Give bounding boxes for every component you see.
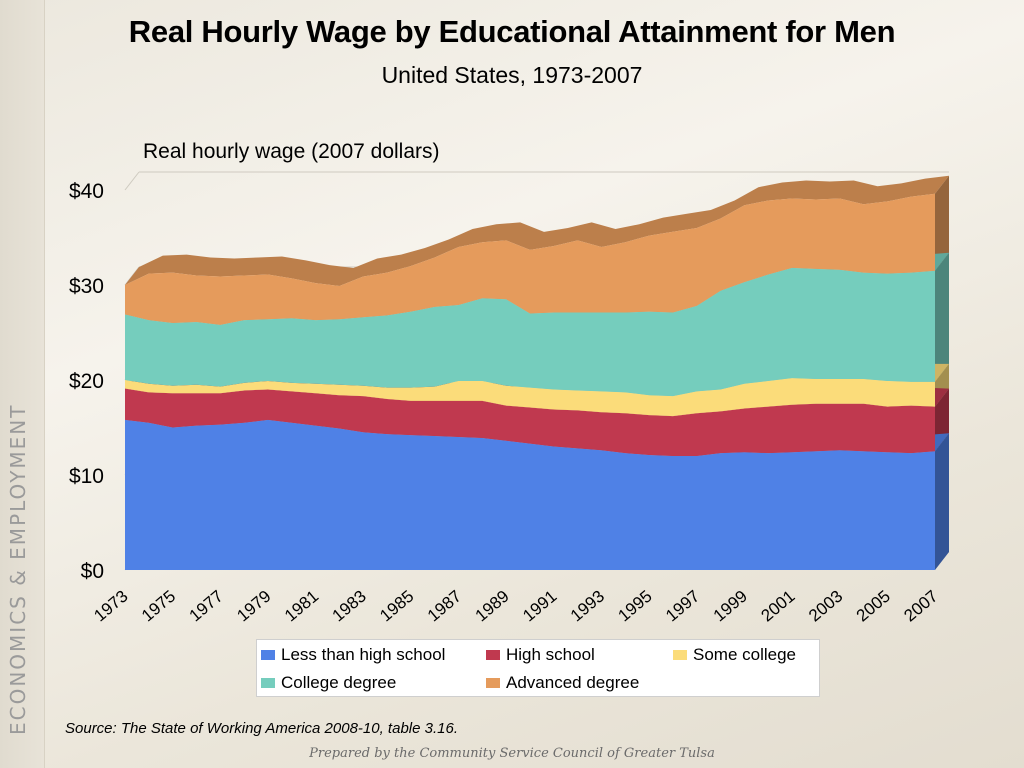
legend-label: Advanced degree <box>506 673 640 692</box>
legend-swatch <box>261 678 275 688</box>
y-tick-label: $40 <box>69 180 104 203</box>
x-tick-label: 2001 <box>757 587 798 626</box>
x-tick-label: 2005 <box>853 587 894 626</box>
chart-subtitle: United States, 1973-2007 <box>381 62 643 88</box>
x-tick-label: 1993 <box>567 587 608 626</box>
legend-item-high-school: High school <box>486 645 595 665</box>
gridline-depth <box>124 171 140 191</box>
area-less-than-high-school <box>125 419 935 570</box>
area-depth-advanced-degree <box>125 175 949 286</box>
legend-swatch <box>486 678 500 688</box>
area-some-college <box>125 378 935 417</box>
y-tick-label: $20 <box>69 370 104 393</box>
y-axis-label: Real hourly wage (2007 dollars) <box>143 140 440 163</box>
y-tick-label: $30 <box>69 275 104 298</box>
x-tick-label: 2003 <box>805 587 846 626</box>
area-advanced-degree <box>125 193 935 325</box>
legend-label: High school <box>506 645 595 664</box>
footer-credit: Prepared by the Community Service Counci… <box>309 746 715 761</box>
area-side-college-degree <box>935 252 949 382</box>
y-tick-label: $10 <box>69 465 104 488</box>
legend-swatch <box>486 650 500 660</box>
source-note: Source: The State of Working America 200… <box>65 720 458 737</box>
x-tick-label: 1983 <box>329 587 370 626</box>
x-tick-label: 1973 <box>90 587 131 626</box>
area-side-advanced-degree <box>935 175 949 271</box>
x-tick-label: 2007 <box>900 587 941 626</box>
legend-label: Some college <box>693 645 797 664</box>
legend-label: Less than high school <box>281 645 446 664</box>
x-tick-label: 1997 <box>662 587 703 626</box>
legend-swatch <box>673 650 687 660</box>
x-tick-label: 1975 <box>138 587 179 626</box>
x-tick-label: 1991 <box>519 587 560 626</box>
legend-item-less-than-high-school: Less than high school <box>261 645 445 665</box>
x-tick-label: 1979 <box>233 587 274 626</box>
area-high-school <box>125 388 935 456</box>
legend-item-college-degree: College degree <box>261 673 396 693</box>
area-side-less-than-high-school <box>935 433 949 570</box>
side-band <box>0 0 45 768</box>
chart-legend: Less than high school High school Some c… <box>256 639 820 697</box>
x-tick-label: 1995 <box>614 587 655 626</box>
x-tick-label: 1977 <box>186 587 227 626</box>
x-tick-label: 1985 <box>376 587 417 626</box>
area-college-degree <box>125 267 935 397</box>
y-tick-label: $0 <box>81 560 104 583</box>
legend-swatch <box>261 650 275 660</box>
x-tick-label: 1981 <box>281 587 322 626</box>
chart-title: Real Hourly Wage by Educational Attainme… <box>128 14 896 49</box>
legend-item-advanced-degree: Advanced degree <box>486 673 639 693</box>
x-tick-label: 1987 <box>424 587 465 626</box>
legend-label: College degree <box>281 673 397 692</box>
x-tick-label: 1989 <box>472 587 513 626</box>
x-tick-label: 1999 <box>710 587 751 626</box>
legend-item-some-college: Some college <box>673 645 796 665</box>
